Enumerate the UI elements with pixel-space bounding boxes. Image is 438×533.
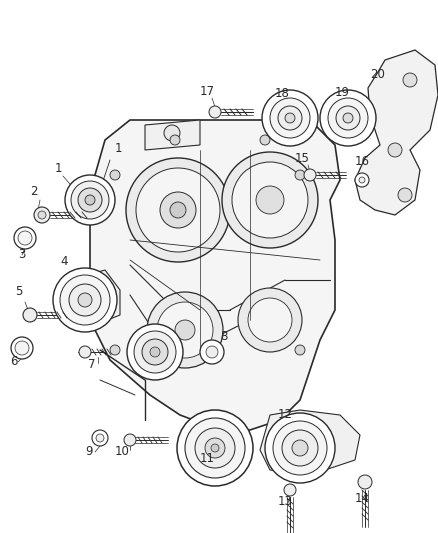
Circle shape <box>79 346 91 358</box>
Circle shape <box>78 188 102 212</box>
Circle shape <box>209 106 221 118</box>
Circle shape <box>320 90 376 146</box>
Circle shape <box>11 337 33 359</box>
Circle shape <box>157 302 213 358</box>
Circle shape <box>359 177 365 183</box>
Text: 17: 17 <box>200 85 215 98</box>
Circle shape <box>195 428 235 468</box>
Circle shape <box>273 421 327 475</box>
Circle shape <box>211 444 219 452</box>
Circle shape <box>343 113 353 123</box>
Circle shape <box>295 345 305 355</box>
Text: 6: 6 <box>10 355 18 368</box>
Polygon shape <box>355 50 438 215</box>
Polygon shape <box>70 270 120 325</box>
Circle shape <box>142 339 168 365</box>
Circle shape <box>34 207 50 223</box>
Circle shape <box>126 158 230 262</box>
Circle shape <box>92 430 108 446</box>
Circle shape <box>18 231 32 245</box>
Circle shape <box>282 430 318 466</box>
Circle shape <box>53 268 117 332</box>
Circle shape <box>292 440 308 456</box>
Circle shape <box>206 346 218 358</box>
Circle shape <box>295 170 305 180</box>
Circle shape <box>71 181 109 219</box>
Circle shape <box>69 284 101 316</box>
Text: 16: 16 <box>355 155 370 168</box>
Circle shape <box>60 275 110 325</box>
Circle shape <box>403 73 417 87</box>
Text: 1: 1 <box>115 142 123 155</box>
Circle shape <box>136 168 220 252</box>
Text: 13: 13 <box>278 495 293 508</box>
Circle shape <box>134 331 176 373</box>
Circle shape <box>205 438 225 458</box>
Circle shape <box>336 106 360 130</box>
Text: 5: 5 <box>15 285 22 298</box>
Text: 12: 12 <box>278 408 293 421</box>
Circle shape <box>284 484 296 496</box>
Circle shape <box>260 135 270 145</box>
Text: 3: 3 <box>18 248 25 261</box>
Circle shape <box>65 175 115 225</box>
Circle shape <box>96 434 104 442</box>
Text: 10: 10 <box>115 445 130 458</box>
Text: 20: 20 <box>370 68 385 81</box>
Circle shape <box>14 227 36 249</box>
Circle shape <box>23 308 37 322</box>
Circle shape <box>124 434 136 446</box>
Circle shape <box>185 418 245 478</box>
Circle shape <box>222 152 318 248</box>
Text: 14: 14 <box>355 492 370 505</box>
Text: 19: 19 <box>335 86 350 99</box>
Text: 4: 4 <box>60 255 67 268</box>
Text: 9: 9 <box>85 445 92 458</box>
Polygon shape <box>145 120 200 150</box>
Circle shape <box>147 292 223 368</box>
Circle shape <box>78 293 92 307</box>
Text: 11: 11 <box>200 452 215 465</box>
Circle shape <box>270 98 310 138</box>
Circle shape <box>127 324 183 380</box>
Circle shape <box>256 186 284 214</box>
Text: 15: 15 <box>295 152 310 165</box>
Circle shape <box>262 90 318 146</box>
Polygon shape <box>260 410 360 475</box>
Circle shape <box>38 211 46 219</box>
Circle shape <box>285 113 295 123</box>
Circle shape <box>398 188 412 202</box>
Text: 1: 1 <box>55 162 63 175</box>
Circle shape <box>200 340 224 364</box>
Polygon shape <box>322 110 330 126</box>
Circle shape <box>177 410 253 486</box>
Circle shape <box>160 192 196 228</box>
Circle shape <box>170 135 180 145</box>
Circle shape <box>238 288 302 352</box>
Circle shape <box>15 341 29 355</box>
Circle shape <box>265 413 335 483</box>
Circle shape <box>110 170 120 180</box>
Circle shape <box>170 202 186 218</box>
Text: 7: 7 <box>88 358 95 371</box>
Circle shape <box>278 106 302 130</box>
Circle shape <box>164 125 180 141</box>
Circle shape <box>248 298 292 342</box>
Circle shape <box>304 169 316 181</box>
Circle shape <box>85 195 95 205</box>
Circle shape <box>358 475 372 489</box>
Text: 2: 2 <box>30 185 38 198</box>
Text: 8: 8 <box>220 330 227 343</box>
Circle shape <box>388 143 402 157</box>
Circle shape <box>232 162 308 238</box>
Circle shape <box>175 320 195 340</box>
Polygon shape <box>90 120 340 430</box>
Circle shape <box>150 347 160 357</box>
Circle shape <box>328 98 368 138</box>
Circle shape <box>110 345 120 355</box>
Circle shape <box>355 173 369 187</box>
Text: 18: 18 <box>275 87 290 100</box>
